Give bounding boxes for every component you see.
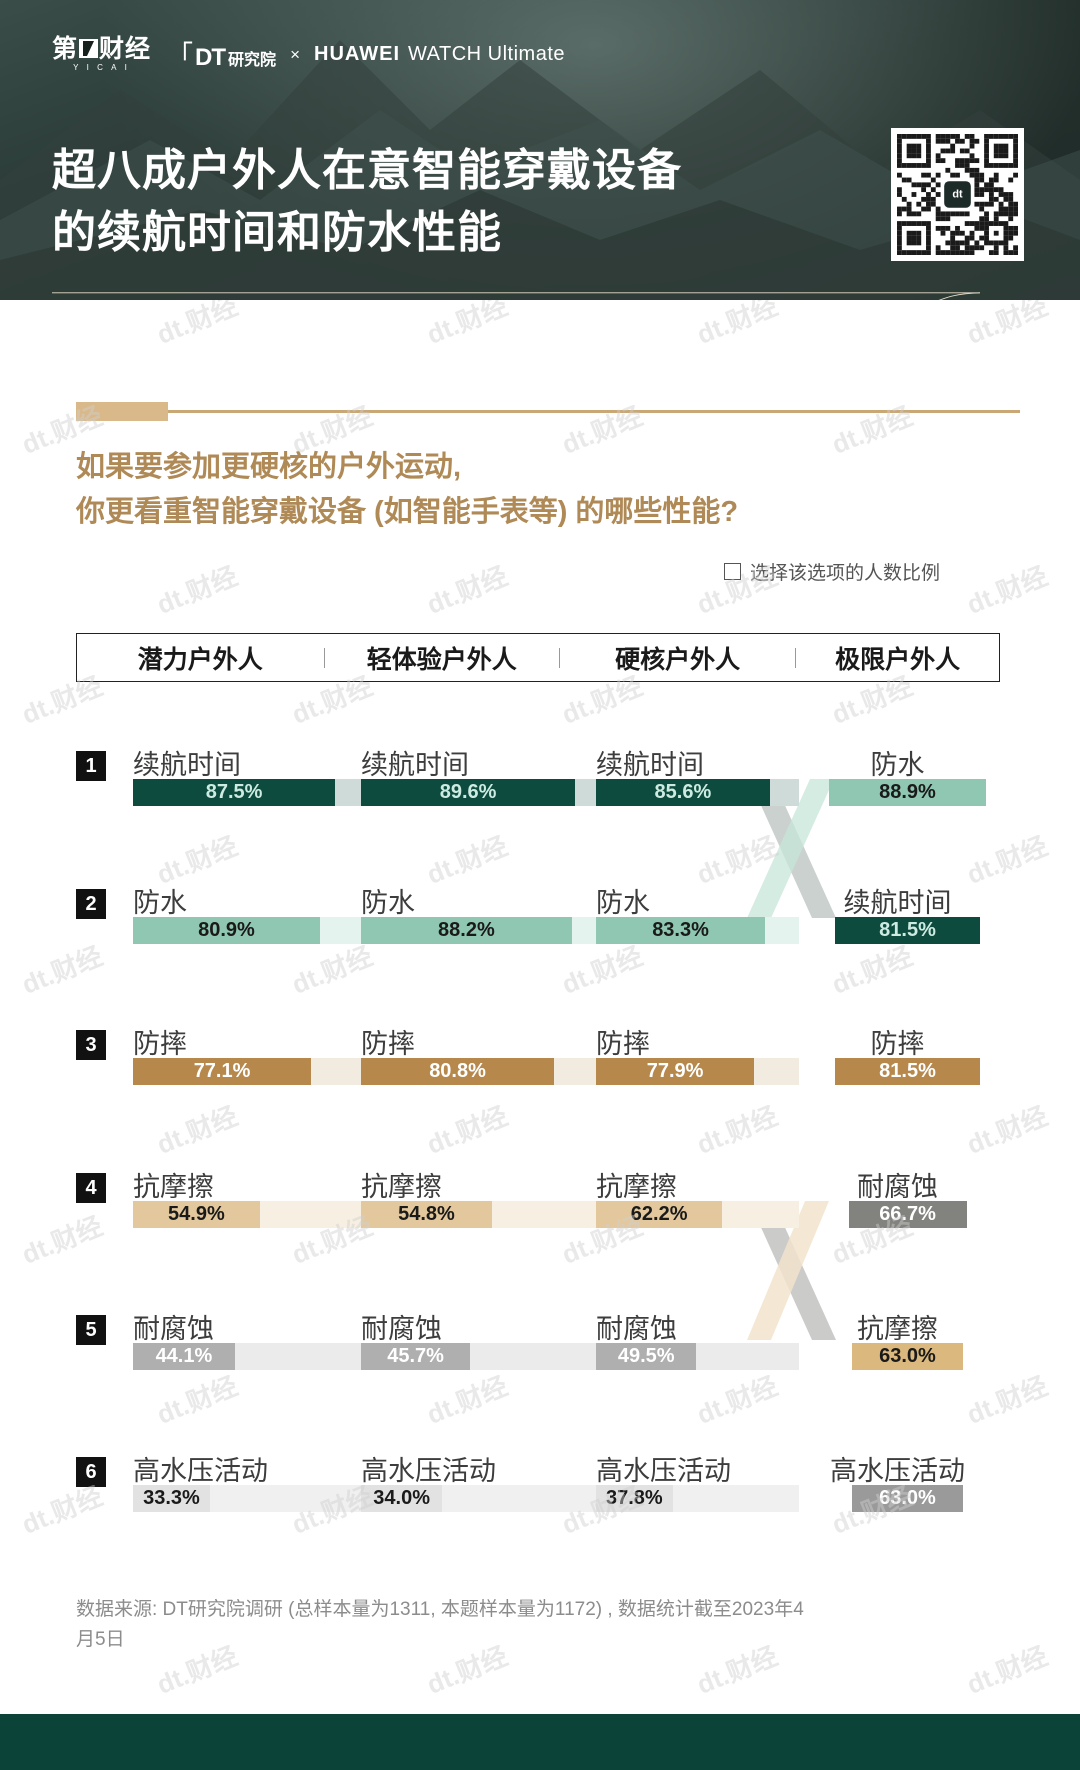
svg-text:dt: dt: [952, 189, 963, 201]
